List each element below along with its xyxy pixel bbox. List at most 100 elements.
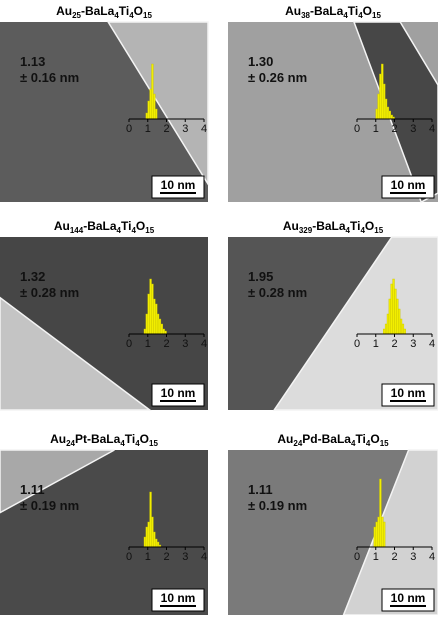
figure: Au25-BaLa4Ti4O151.13± 0.16 nm0123410 nmA… (0, 0, 438, 615)
histogram-bar (146, 113, 148, 119)
mean-size: 1.95 (248, 269, 273, 284)
tick-label: 3 (410, 123, 416, 135)
histogram-bar (378, 517, 380, 547)
histogram-bar (380, 74, 382, 119)
tick-label: 3 (182, 551, 188, 563)
title-text: -BaLa (312, 219, 346, 233)
histogram-bar (153, 532, 155, 547)
title-text: Ti (355, 432, 365, 446)
title-text: Pt-BaLa (75, 432, 121, 446)
title-text: Au (283, 219, 299, 233)
title-text: -BaLa (310, 4, 344, 18)
histogram-bar (159, 319, 161, 334)
histogram-bar (376, 522, 378, 547)
scale-bar-label: 10 nm (161, 591, 196, 605)
title-text: O (370, 432, 379, 446)
histogram-bar (148, 522, 150, 547)
title-text: Au (277, 432, 293, 446)
title-text: Ti (350, 219, 360, 233)
histogram-bar (152, 517, 154, 547)
histogram-bar (150, 89, 152, 119)
panel-title: Au24Pt-BaLa4Ti4O15 (50, 432, 158, 448)
title-text: O (136, 219, 145, 233)
histogram-bar (391, 284, 393, 334)
histogram-bar (396, 299, 398, 334)
histogram-bar (163, 329, 165, 334)
tick-label: 0 (354, 123, 360, 135)
histogram-bar (150, 279, 152, 334)
histogram-bar (153, 299, 155, 334)
histogram-bar (146, 527, 148, 547)
title-text: Ti (119, 4, 129, 18)
scale-bar-label: 10 nm (391, 591, 426, 605)
tick-label: 2 (163, 123, 169, 135)
histogram-bar (148, 294, 150, 334)
title-subscript: 15 (374, 226, 383, 235)
tick-label: 1 (373, 338, 379, 350)
tick-label: 4 (201, 338, 207, 350)
tick-label: 0 (126, 338, 132, 350)
histogram-bar (385, 99, 387, 119)
panel-title: Au38-BaLa4Ti4O15 (285, 4, 381, 20)
histogram-bar (146, 314, 148, 334)
histogram-bar (153, 94, 155, 119)
title-text: Au (285, 4, 301, 18)
histogram-bar (398, 309, 400, 334)
scale-bar-label: 10 nm (391, 178, 426, 192)
panel-title: Au25-BaLa4Ti4O15 (56, 4, 152, 20)
tick-label: 0 (354, 338, 360, 350)
histogram-bar (155, 304, 157, 334)
tick-label: 4 (201, 551, 207, 563)
panel-title: Au329-BaLa4Ti4O15 (283, 219, 384, 235)
mean-size: 1.11 (20, 482, 45, 497)
size-deviation: ± 0.19 nm (20, 498, 79, 513)
tick-label: 0 (126, 123, 132, 135)
histogram-bar (385, 324, 387, 334)
histogram-bar (389, 299, 391, 334)
title-text: Pd-BaLa (302, 432, 351, 446)
title-subscript: 15 (143, 11, 152, 20)
title-text: O (363, 4, 372, 18)
tick-label: 2 (391, 338, 397, 350)
histogram-bar (378, 94, 380, 119)
mean-size: 1.11 (248, 482, 273, 497)
histogram-bar (161, 324, 163, 334)
tick-label: 2 (391, 551, 397, 563)
histogram-bar (383, 84, 385, 119)
title-subscript: 329 (299, 226, 313, 235)
histogram-bar (383, 329, 385, 334)
scale-bar-label: 10 nm (161, 178, 196, 192)
size-deviation: ± 0.28 nm (20, 285, 79, 300)
tick-label: 2 (163, 338, 169, 350)
tick-label: 2 (163, 551, 169, 563)
size-deviation: ± 0.19 nm (248, 498, 307, 513)
tick-label: 3 (182, 338, 188, 350)
size-deviation: ± 0.28 nm (248, 285, 307, 300)
histogram-bar (144, 329, 146, 334)
histogram-bar (376, 109, 378, 119)
title-text: Ti (121, 219, 131, 233)
tick-label: 1 (145, 551, 151, 563)
title-text: Au (54, 219, 70, 233)
tick-label: 3 (410, 551, 416, 563)
tick-label: 4 (429, 338, 435, 350)
histogram-bar (391, 115, 393, 119)
histogram-bar (157, 542, 159, 547)
histogram-bar (381, 517, 383, 547)
title-subscript: 15 (372, 11, 381, 20)
tick-label: 1 (373, 123, 379, 135)
panel-title: Au24Pd-BaLa4Ti4O15 (277, 432, 389, 448)
histogram-bar (387, 314, 389, 334)
histogram-bar (381, 64, 383, 119)
tick-label: 0 (126, 551, 132, 563)
histogram-bar (383, 522, 385, 547)
histogram-bar (148, 101, 150, 119)
tick-label: 3 (410, 338, 416, 350)
tick-label: 3 (182, 123, 188, 135)
tick-label: 4 (429, 551, 435, 563)
title-subscript: 15 (145, 226, 154, 235)
